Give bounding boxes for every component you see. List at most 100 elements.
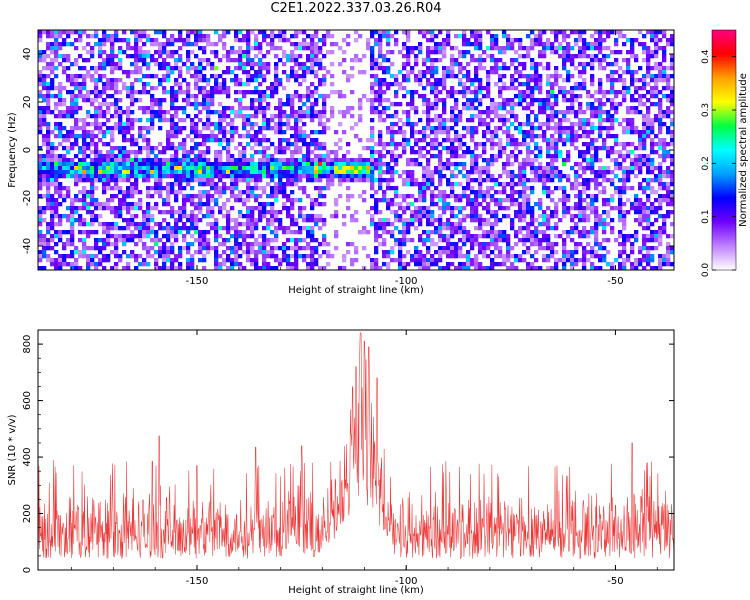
heatmap-cell <box>98 54 103 59</box>
heatmap-cell <box>434 202 439 207</box>
heatmap-cell <box>194 238 199 243</box>
heatmap-cell <box>246 258 251 263</box>
heatmap-cell <box>538 126 543 131</box>
heatmap-cell <box>238 254 243 259</box>
heatmap-cell <box>510 122 515 127</box>
heatmap-cell <box>298 98 303 103</box>
heatmap-cell <box>110 250 115 255</box>
heatmap-cell <box>50 142 55 147</box>
heatmap-cell <box>294 90 299 95</box>
heatmap-cell <box>562 66 567 71</box>
heatmap-cell <box>302 134 307 139</box>
heatmap-cell <box>54 182 59 187</box>
heatmap-cell <box>486 126 491 131</box>
heatmap-cell <box>310 246 315 251</box>
heatmap-cell <box>586 90 591 95</box>
heatmap-cell <box>266 118 271 123</box>
heatmap-cell <box>590 54 595 59</box>
heatmap-cell <box>470 82 475 87</box>
heatmap-cell <box>514 174 519 179</box>
heatmap-cell <box>526 210 531 215</box>
heatmap-cell <box>490 194 495 199</box>
heatmap-cell <box>238 214 243 219</box>
heatmap-cell <box>198 170 203 175</box>
heatmap-cell <box>182 222 187 227</box>
heatmap-cell <box>346 42 351 47</box>
heatmap-cell <box>562 50 567 55</box>
heatmap-cell <box>90 78 95 83</box>
heatmap-cell <box>282 182 287 187</box>
heatmap-cell <box>146 262 151 267</box>
heatmap-cell <box>242 250 247 255</box>
heatmap-cell <box>510 246 515 251</box>
heatmap-cell <box>98 62 103 67</box>
heatmap-cell <box>90 210 95 215</box>
heatmap-cell <box>218 234 223 239</box>
heatmap-cell <box>154 74 159 79</box>
heatmap-cell <box>58 202 63 207</box>
heatmap-cell <box>38 154 43 159</box>
heatmap-cell <box>574 66 579 71</box>
heatmap-cell <box>282 122 287 127</box>
heatmap-cell <box>210 134 215 139</box>
heatmap-cell <box>182 142 187 147</box>
heatmap-cell <box>442 86 447 91</box>
heatmap-cell <box>406 230 411 235</box>
heatmap-cell <box>518 214 523 219</box>
heatmap-cell <box>182 166 187 171</box>
heatmap-cell <box>358 174 363 179</box>
heatmap-cell <box>194 178 199 183</box>
heatmap-cell <box>486 86 491 91</box>
heatmap-cell <box>234 254 239 259</box>
heatmap-cell <box>530 130 535 135</box>
heatmap-cell <box>374 166 379 171</box>
heatmap-cell <box>386 58 391 63</box>
heatmap-cell <box>54 162 59 167</box>
heatmap-cell <box>310 230 315 235</box>
heatmap-cell <box>234 226 239 231</box>
heatmap-cell <box>450 90 455 95</box>
heatmap-cell <box>534 154 539 159</box>
heatmap-cell <box>518 42 523 47</box>
heatmap-cell <box>310 34 315 39</box>
heatmap-cell <box>530 210 535 215</box>
heatmap-cell <box>162 118 167 123</box>
heatmap-cell <box>142 58 147 63</box>
heatmap-cell <box>590 262 595 267</box>
heatmap-cell <box>138 66 143 71</box>
heatmap-cell <box>526 86 531 91</box>
heatmap-cell <box>134 42 139 47</box>
heatmap-cell <box>598 106 603 111</box>
heatmap-cell <box>250 102 255 107</box>
heatmap-cell <box>198 150 203 155</box>
heatmap-cell <box>434 170 439 175</box>
heatmap-cell <box>254 162 259 167</box>
heatmap-cell <box>446 162 451 167</box>
heatmap-cell <box>454 62 459 67</box>
heatmap-cell <box>426 250 431 255</box>
heatmap-cell <box>110 114 115 119</box>
heatmap-cell <box>342 166 347 171</box>
heatmap-cell <box>434 146 439 151</box>
heatmap-cell <box>130 230 135 235</box>
heatmap-cell <box>102 166 107 171</box>
heatmap-cell <box>526 158 531 163</box>
heatmap-cell <box>338 138 343 143</box>
heatmap-cell <box>218 110 223 115</box>
heatmap-cell <box>46 74 51 79</box>
heatmap-cell <box>570 206 575 211</box>
heatmap-cell <box>602 174 607 179</box>
heatmap-cell <box>110 210 115 215</box>
heatmap-cell <box>454 174 459 179</box>
heatmap-cell <box>314 162 319 167</box>
heatmap-cell <box>118 198 123 203</box>
heatmap-cell <box>66 34 71 39</box>
heatmap-cell <box>422 262 427 267</box>
heatmap-cell <box>378 266 383 271</box>
heatmap-cell <box>250 58 255 63</box>
heatmap-cell <box>410 178 415 183</box>
heatmap-cell <box>446 262 451 267</box>
heatmap-cell <box>182 78 187 83</box>
heatmap-cell <box>162 46 167 51</box>
heatmap-cell <box>238 242 243 247</box>
